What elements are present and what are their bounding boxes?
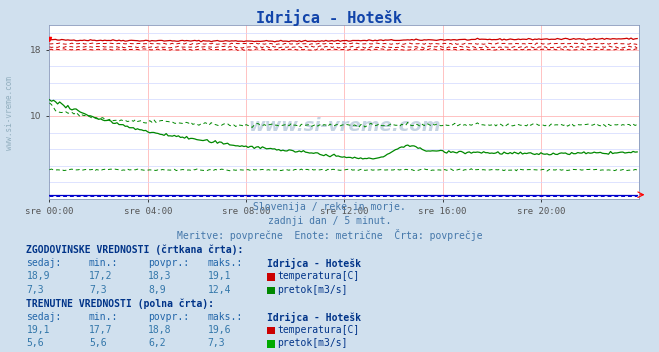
- Text: 12,4: 12,4: [208, 285, 231, 295]
- Text: 18,9: 18,9: [26, 271, 50, 281]
- Text: 18,8: 18,8: [148, 325, 172, 335]
- Text: Idrijca - Hotešk: Idrijca - Hotešk: [267, 258, 361, 269]
- Text: Idrijca - Hotešk: Idrijca - Hotešk: [256, 9, 403, 26]
- Text: pretok[m3/s]: pretok[m3/s]: [277, 285, 348, 295]
- Text: 6,2: 6,2: [148, 338, 166, 348]
- Text: min.:: min.:: [89, 258, 119, 268]
- Text: temperatura[C]: temperatura[C]: [277, 325, 360, 335]
- Text: TRENUTNE VREDNOSTI (polna črta):: TRENUTNE VREDNOSTI (polna črta):: [26, 298, 214, 309]
- Text: 8,9: 8,9: [148, 285, 166, 295]
- Text: temperatura[C]: temperatura[C]: [277, 271, 360, 281]
- Text: ZGODOVINSKE VREDNOSTI (črtkana črta):: ZGODOVINSKE VREDNOSTI (črtkana črta):: [26, 245, 244, 255]
- Text: min.:: min.:: [89, 312, 119, 321]
- Text: 17,2: 17,2: [89, 271, 113, 281]
- Text: maks.:: maks.:: [208, 312, 243, 321]
- Text: povpr.:: povpr.:: [148, 312, 189, 321]
- Text: 7,3: 7,3: [26, 285, 44, 295]
- Text: 19,1: 19,1: [208, 271, 231, 281]
- Text: Slovenija / reke in morje.: Slovenija / reke in morje.: [253, 202, 406, 212]
- Text: 19,6: 19,6: [208, 325, 231, 335]
- Text: 17,7: 17,7: [89, 325, 113, 335]
- Text: sedaj:: sedaj:: [26, 312, 61, 321]
- Text: 7,3: 7,3: [89, 285, 107, 295]
- Text: www.si-vreme.com: www.si-vreme.com: [5, 76, 14, 150]
- Text: 5,6: 5,6: [89, 338, 107, 348]
- Text: pretok[m3/s]: pretok[m3/s]: [277, 338, 348, 348]
- Text: www.si-vreme.com: www.si-vreme.com: [248, 117, 441, 135]
- Text: Meritve: povprečne  Enote: metrične  Črta: povprečje: Meritve: povprečne Enote: metrične Črta:…: [177, 229, 482, 241]
- Text: 19,1: 19,1: [26, 325, 50, 335]
- Text: maks.:: maks.:: [208, 258, 243, 268]
- Text: zadnji dan / 5 minut.: zadnji dan / 5 minut.: [268, 216, 391, 226]
- Text: 18,3: 18,3: [148, 271, 172, 281]
- Text: Idrijca - Hotešk: Idrijca - Hotešk: [267, 312, 361, 322]
- Text: 7,3: 7,3: [208, 338, 225, 348]
- Text: 5,6: 5,6: [26, 338, 44, 348]
- Text: povpr.:: povpr.:: [148, 258, 189, 268]
- Text: sedaj:: sedaj:: [26, 258, 61, 268]
